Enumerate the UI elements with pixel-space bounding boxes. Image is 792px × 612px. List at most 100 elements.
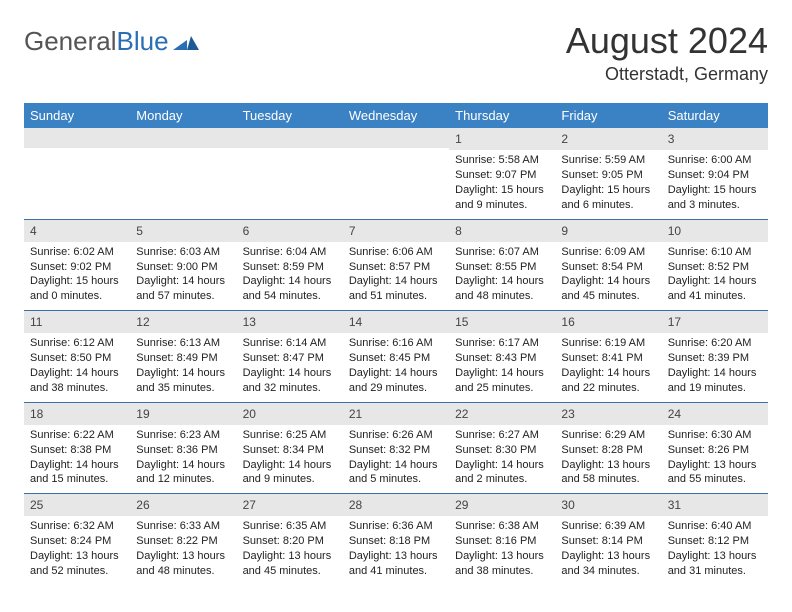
day-body: Sunrise: 6:22 AMSunset: 8:38 PMDaylight:…	[24, 425, 130, 493]
day-number: 15	[449, 311, 555, 333]
day-header-cell: Monday	[130, 103, 236, 128]
daylight-text: Daylight: 14 hours and 19 minutes.	[668, 366, 762, 396]
day-body: Sunrise: 6:04 AMSunset: 8:59 PMDaylight:…	[237, 242, 343, 310]
sunrise-text: Sunrise: 6:35 AM	[243, 519, 337, 534]
day-body: Sunrise: 6:35 AMSunset: 8:20 PMDaylight:…	[237, 516, 343, 584]
day-cell: 7Sunrise: 6:06 AMSunset: 8:57 PMDaylight…	[343, 220, 449, 311]
day-cell: 5Sunrise: 6:03 AMSunset: 9:00 PMDaylight…	[130, 220, 236, 311]
day-number: 18	[24, 403, 130, 425]
sunset-text: Sunset: 9:02 PM	[30, 260, 124, 275]
daylight-text: Daylight: 14 hours and 35 minutes.	[136, 366, 230, 396]
day-number: 27	[237, 494, 343, 516]
sunset-text: Sunset: 9:05 PM	[561, 168, 655, 183]
sunset-text: Sunset: 8:26 PM	[668, 443, 762, 458]
daylight-text: Daylight: 14 hours and 54 minutes.	[243, 274, 337, 304]
logo: GeneralBlue	[24, 20, 199, 57]
day-cell: 2Sunrise: 5:59 AMSunset: 9:05 PMDaylight…	[555, 128, 661, 219]
day-number: 2	[555, 128, 661, 150]
daylight-text: Daylight: 14 hours and 25 minutes.	[455, 366, 549, 396]
day-cell: 8Sunrise: 6:07 AMSunset: 8:55 PMDaylight…	[449, 220, 555, 311]
day-body: Sunrise: 6:09 AMSunset: 8:54 PMDaylight:…	[555, 242, 661, 310]
daylight-text: Daylight: 13 hours and 58 minutes.	[561, 458, 655, 488]
day-cell: 23Sunrise: 6:29 AMSunset: 8:28 PMDayligh…	[555, 403, 661, 494]
day-header-cell: Thursday	[449, 103, 555, 128]
sunrise-text: Sunrise: 6:29 AM	[561, 428, 655, 443]
day-body: Sunrise: 6:25 AMSunset: 8:34 PMDaylight:…	[237, 425, 343, 493]
day-number: 26	[130, 494, 236, 516]
daylight-text: Daylight: 13 hours and 34 minutes.	[561, 549, 655, 579]
weeks-container: 1Sunrise: 5:58 AMSunset: 9:07 PMDaylight…	[24, 128, 768, 585]
day-cell: 9Sunrise: 6:09 AMSunset: 8:54 PMDaylight…	[555, 220, 661, 311]
sunrise-text: Sunrise: 6:04 AM	[243, 245, 337, 260]
day-body: Sunrise: 6:36 AMSunset: 8:18 PMDaylight:…	[343, 516, 449, 584]
day-cell: 1Sunrise: 5:58 AMSunset: 9:07 PMDaylight…	[449, 128, 555, 219]
month-title: August 2024	[566, 20, 768, 62]
sunset-text: Sunset: 8:20 PM	[243, 534, 337, 549]
sunset-text: Sunset: 8:16 PM	[455, 534, 549, 549]
sunset-text: Sunset: 8:39 PM	[668, 351, 762, 366]
sunset-text: Sunset: 8:50 PM	[30, 351, 124, 366]
day-number: 30	[555, 494, 661, 516]
day-cell	[24, 128, 130, 219]
sunrise-text: Sunrise: 6:33 AM	[136, 519, 230, 534]
sunrise-text: Sunrise: 6:12 AM	[30, 336, 124, 351]
day-cell: 15Sunrise: 6:17 AMSunset: 8:43 PMDayligh…	[449, 311, 555, 402]
day-cell: 3Sunrise: 6:00 AMSunset: 9:04 PMDaylight…	[662, 128, 768, 219]
day-body: Sunrise: 6:16 AMSunset: 8:45 PMDaylight:…	[343, 333, 449, 401]
sunset-text: Sunset: 9:00 PM	[136, 260, 230, 275]
sunset-text: Sunset: 8:30 PM	[455, 443, 549, 458]
day-body: Sunrise: 6:40 AMSunset: 8:12 PMDaylight:…	[662, 516, 768, 584]
day-number: 6	[237, 220, 343, 242]
daylight-text: Daylight: 13 hours and 38 minutes.	[455, 549, 549, 579]
daylight-text: Daylight: 14 hours and 2 minutes.	[455, 458, 549, 488]
day-body	[343, 148, 449, 157]
sunrise-text: Sunrise: 6:07 AM	[455, 245, 549, 260]
daylight-text: Daylight: 14 hours and 29 minutes.	[349, 366, 443, 396]
day-cell: 17Sunrise: 6:20 AMSunset: 8:39 PMDayligh…	[662, 311, 768, 402]
day-number: 16	[555, 311, 661, 333]
day-body: Sunrise: 6:19 AMSunset: 8:41 PMDaylight:…	[555, 333, 661, 401]
sunset-text: Sunset: 8:43 PM	[455, 351, 549, 366]
sunrise-text: Sunrise: 6:30 AM	[668, 428, 762, 443]
day-body: Sunrise: 6:33 AMSunset: 8:22 PMDaylight:…	[130, 516, 236, 584]
daylight-text: Daylight: 14 hours and 57 minutes.	[136, 274, 230, 304]
daylight-text: Daylight: 14 hours and 48 minutes.	[455, 274, 549, 304]
sunset-text: Sunset: 8:28 PM	[561, 443, 655, 458]
day-cell: 16Sunrise: 6:19 AMSunset: 8:41 PMDayligh…	[555, 311, 661, 402]
week-row: 11Sunrise: 6:12 AMSunset: 8:50 PMDayligh…	[24, 311, 768, 403]
sunset-text: Sunset: 8:32 PM	[349, 443, 443, 458]
calendar: SundayMondayTuesdayWednesdayThursdayFrid…	[24, 103, 768, 585]
sunrise-text: Sunrise: 6:16 AM	[349, 336, 443, 351]
sunset-text: Sunset: 8:36 PM	[136, 443, 230, 458]
sunrise-text: Sunrise: 6:14 AM	[243, 336, 337, 351]
day-body	[130, 148, 236, 157]
sunrise-text: Sunrise: 6:00 AM	[668, 153, 762, 168]
daylight-text: Daylight: 14 hours and 22 minutes.	[561, 366, 655, 396]
day-number: 25	[24, 494, 130, 516]
week-row: 18Sunrise: 6:22 AMSunset: 8:38 PMDayligh…	[24, 403, 768, 495]
daylight-text: Daylight: 14 hours and 15 minutes.	[30, 458, 124, 488]
sunrise-text: Sunrise: 6:39 AM	[561, 519, 655, 534]
day-body: Sunrise: 6:32 AMSunset: 8:24 PMDaylight:…	[24, 516, 130, 584]
day-number: 22	[449, 403, 555, 425]
location: Otterstadt, Germany	[566, 64, 768, 85]
day-cell: 31Sunrise: 6:40 AMSunset: 8:12 PMDayligh…	[662, 494, 768, 585]
day-body: Sunrise: 6:26 AMSunset: 8:32 PMDaylight:…	[343, 425, 449, 493]
day-number: 12	[130, 311, 236, 333]
day-header-cell: Sunday	[24, 103, 130, 128]
day-body	[237, 148, 343, 157]
day-header-cell: Friday	[555, 103, 661, 128]
sunrise-text: Sunrise: 6:10 AM	[668, 245, 762, 260]
day-body: Sunrise: 6:17 AMSunset: 8:43 PMDaylight:…	[449, 333, 555, 401]
daylight-text: Daylight: 13 hours and 55 minutes.	[668, 458, 762, 488]
day-cell: 24Sunrise: 6:30 AMSunset: 8:26 PMDayligh…	[662, 403, 768, 494]
sunset-text: Sunset: 8:55 PM	[455, 260, 549, 275]
daylight-text: Daylight: 13 hours and 31 minutes.	[668, 549, 762, 579]
sunset-text: Sunset: 8:54 PM	[561, 260, 655, 275]
day-body: Sunrise: 6:38 AMSunset: 8:16 PMDaylight:…	[449, 516, 555, 584]
sunrise-text: Sunrise: 6:27 AM	[455, 428, 549, 443]
day-cell	[130, 128, 236, 219]
day-number: 5	[130, 220, 236, 242]
sunrise-text: Sunrise: 6:02 AM	[30, 245, 124, 260]
day-body: Sunrise: 5:58 AMSunset: 9:07 PMDaylight:…	[449, 150, 555, 218]
